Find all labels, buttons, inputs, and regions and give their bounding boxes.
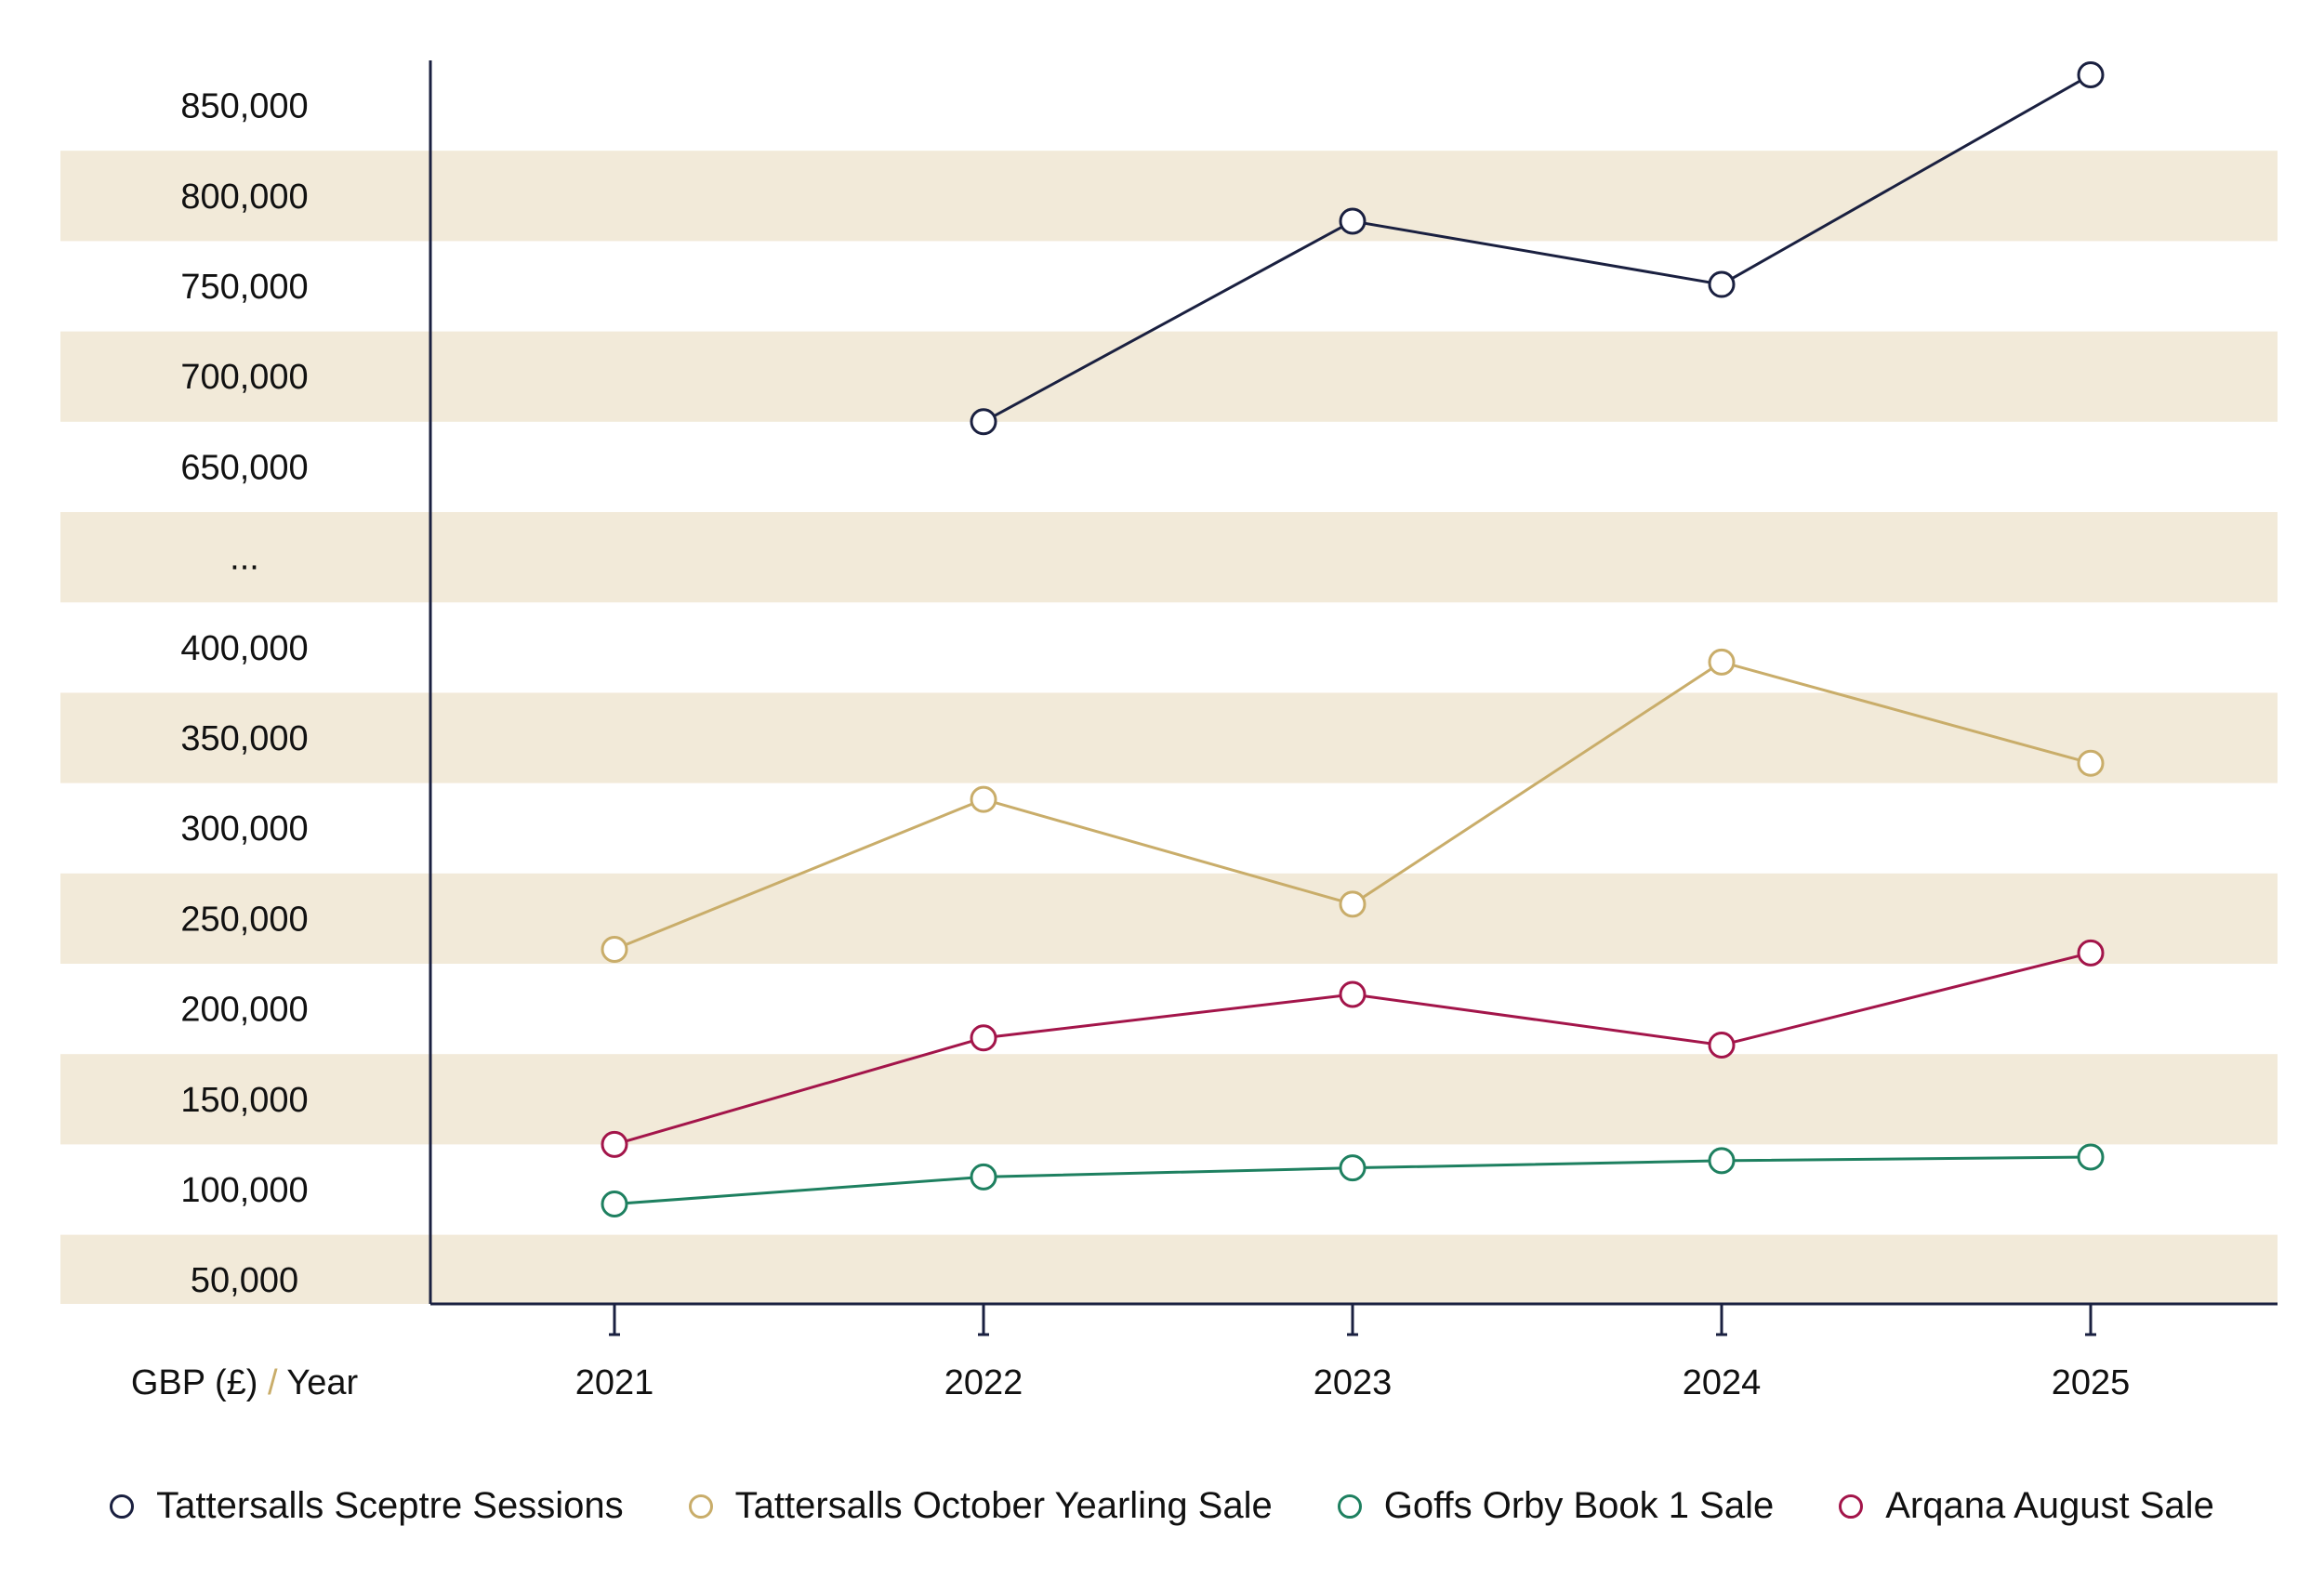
series-1 (970, 61, 2105, 436)
legend-label: Goffs Orby Book 1 Sale (1383, 1485, 1775, 1526)
series-3 (601, 1143, 2105, 1218)
legend-label: Arqana August Sale (1885, 1485, 2214, 1526)
grid-bands (60, 151, 2278, 1304)
y-tick-label: 800,000 (180, 178, 308, 217)
data-point[interactable] (601, 1130, 628, 1158)
legend: Tattersalls Sceptre Sessions Tattersalls… (0, 1485, 2324, 1527)
data-point[interactable] (2077, 749, 2105, 777)
legend-item[interactable]: Arqana August Sale (1839, 1485, 2214, 1527)
series-2 (601, 648, 2105, 963)
data-point[interactable] (1708, 1147, 1736, 1175)
series-line (983, 73, 2092, 424)
data-point[interactable] (1339, 1154, 1367, 1182)
data-point[interactable] (2077, 61, 2105, 89)
y-axis-tick-labels: 850,000 800,000 750,000 700,000 650,000... 40… (180, 87, 308, 1301)
y-tick-label: 350,000 (180, 719, 308, 758)
legend-marker-icon (1839, 1493, 1864, 1519)
grid-band (60, 331, 2278, 422)
y-tick-label: 400,000 (180, 629, 308, 668)
grid-band (60, 873, 2278, 964)
data-point[interactable] (1339, 207, 1367, 235)
y-tick-label: 850,000 (180, 87, 308, 126)
y-tick-label: 50,000 (191, 1261, 298, 1300)
data-point[interactable] (1708, 270, 1736, 298)
y-tick-label: 750,000 (180, 268, 308, 307)
series-group (601, 61, 2105, 1218)
grid-band (60, 512, 2278, 603)
legend-marker-icon (688, 1493, 713, 1519)
data-point[interactable] (1708, 648, 1736, 676)
data-point[interactable] (970, 1024, 997, 1052)
legend-label: Tattersalls October Yearling Sale (734, 1485, 1273, 1526)
x-tick-label: 2024 (1683, 1363, 1762, 1402)
x-unit-caption: Year (286, 1363, 358, 1402)
legend-item[interactable]: Goffs Orby Book 1 Sale (1337, 1485, 1775, 1527)
y-tick-label: 100,000 (180, 1171, 308, 1210)
legend-item[interactable]: Tattersalls Sceptre Sessions (110, 1485, 624, 1527)
data-point[interactable] (970, 785, 997, 813)
data-point[interactable] (601, 1191, 628, 1218)
data-point[interactable] (2077, 1143, 2105, 1171)
data-point[interactable] (1339, 980, 1367, 1008)
grid-band (60, 692, 2278, 783)
y-tick-label: 200,000 (180, 991, 308, 1030)
y-tick-label: 700,000 (180, 358, 308, 397)
legend-item[interactable]: Tattersalls October Yearling Sale (688, 1485, 1273, 1527)
legend-label: Tattersalls Sceptre Sessions (156, 1485, 624, 1526)
y-tick-label: 300,000 (180, 809, 308, 849)
caption-separator: / (268, 1363, 278, 1402)
x-tick-label: 2021 (575, 1363, 654, 1402)
y-tick-label: 250,000 (180, 900, 308, 939)
data-point[interactable] (1708, 1031, 1736, 1059)
grid-band (60, 1054, 2278, 1145)
axis-caption: GBP (£) / Year (131, 1363, 359, 1402)
data-point[interactable] (970, 1163, 997, 1191)
x-tick-label: 2025 (2052, 1363, 2131, 1402)
data-point[interactable] (601, 935, 628, 963)
series-4 (601, 939, 2105, 1158)
line-chart: 850,000 800,000 750,000 700,000 650,000... 40… (60, 60, 2278, 1402)
data-point[interactable] (970, 408, 997, 436)
data-point[interactable] (1339, 890, 1367, 918)
grid-band (60, 151, 2278, 242)
y-tick-label: ... (230, 539, 259, 578)
data-point[interactable] (2077, 939, 2105, 967)
legend-marker-icon (1337, 1493, 1362, 1519)
grid-band (60, 1234, 2278, 1304)
y-tick-label: 150,000 (180, 1081, 308, 1120)
x-tick-label: 2023 (1314, 1363, 1393, 1402)
legend-marker-icon (110, 1493, 135, 1519)
x-axis-ticks: 2021 2022 2023 2024 2025 (575, 1304, 2131, 1402)
y-tick-label: 650,000 (180, 448, 308, 487)
y-unit-caption: GBP (£) (131, 1363, 258, 1402)
x-tick-label: 2022 (944, 1363, 1023, 1402)
